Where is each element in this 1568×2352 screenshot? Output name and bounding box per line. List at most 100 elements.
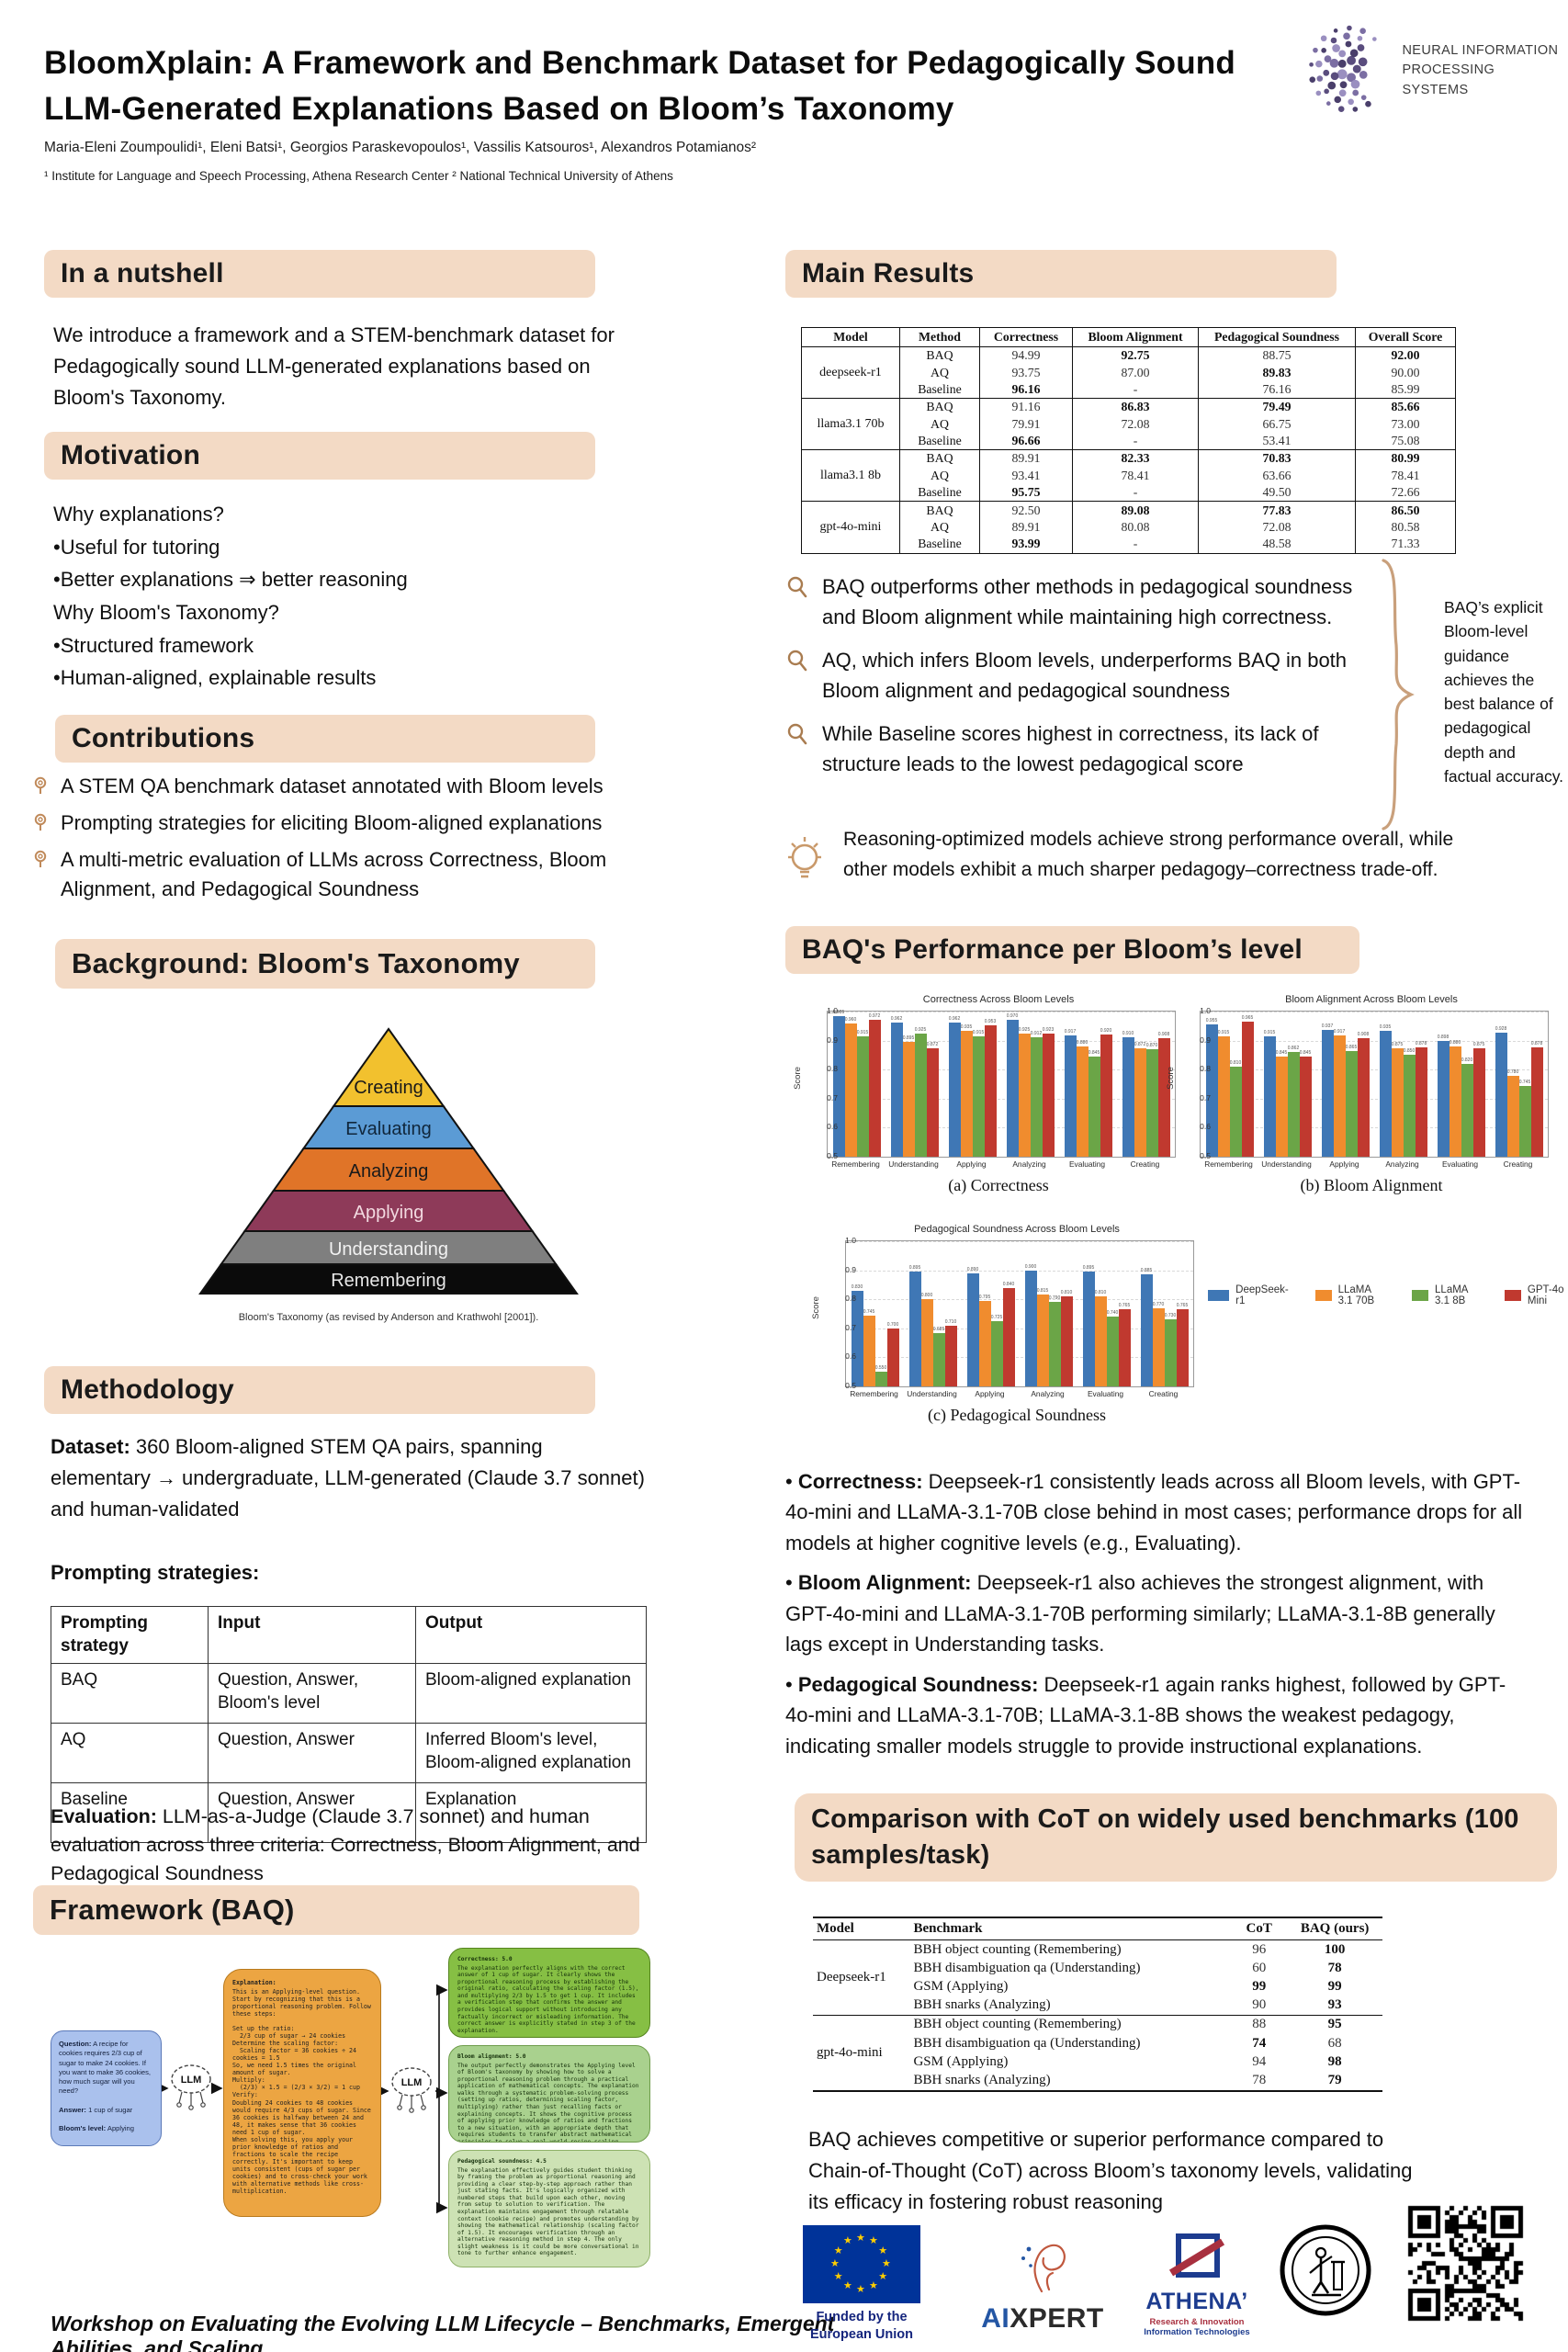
cot-cell: 94 (1252, 2053, 1267, 2069)
method-cell: Baseline (899, 484, 980, 502)
model-cell: gpt-4o-mini (813, 2014, 910, 2091)
value-cell: 78.41 (1355, 467, 1456, 484)
table-row: AQ Question, Answer Inferred Bloom's level… (51, 1723, 647, 1784)
cot-cell: 90 (1252, 1997, 1267, 2013)
bar-value-label: 0.550 (874, 1365, 887, 1372)
y-tick-label: 0.8 (845, 1294, 856, 1304)
x-tick-label: Creating (1503, 1159, 1533, 1169)
value-cell: 91.16 (979, 398, 1073, 416)
magnifier-icon-wrap (785, 571, 809, 632)
gridline (846, 1299, 1193, 1301)
x-tick-label: Understanding (907, 1389, 957, 1398)
dataset-text: Dataset: 360 Bloom-aligned STEM QA pairs… (51, 1431, 648, 1525)
legend-swatch (1504, 1290, 1521, 1301)
y-tick-label: 0.9 (827, 1035, 838, 1045)
bar (851, 1290, 863, 1386)
pin-icon (34, 813, 47, 831)
analysis-text: Deepseek-r1 also achieves the strongest … (785, 1571, 1495, 1657)
gridline (828, 1127, 1175, 1129)
llm-icon: LLM (391, 2067, 432, 2113)
bar (1357, 1038, 1370, 1157)
bar-value-label: 0.875 (1472, 1041, 1485, 1047)
main-results-table-wrap: Model Method Correctness Bloom Alignment Ped… (801, 327, 1456, 554)
table-header-cell: CoT (1231, 1917, 1288, 1940)
bar (1064, 1035, 1077, 1157)
magnifier-icon (787, 576, 807, 598)
neurips-logo: NEURAL INFORMATION PROCESSING SYSTEMS (1303, 11, 1560, 130)
legend-swatch (1412, 1290, 1429, 1301)
y-tick-label: 0.5 (845, 1381, 856, 1390)
table-row: BAQ Question, Answer, Bloom's level Bloom-… (51, 1663, 647, 1724)
finding-text: While Baseline scores highest in correct… (822, 722, 1319, 775)
section-heading-framework: Framework (BAQ) (33, 1885, 639, 1935)
bar (1006, 1020, 1019, 1157)
bar (1100, 1035, 1112, 1157)
cot-cell: 78 (1252, 2072, 1267, 2087)
table-header-cell: BAQ (ours) (1287, 1917, 1382, 1940)
value-cell: - (1072, 432, 1199, 450)
bar-value-label: 0.878 (1415, 1040, 1427, 1046)
baq-cell: 95 (1287, 2014, 1382, 2034)
contribution-text: A STEM QA benchmark dataset annotated wi… (61, 775, 604, 797)
eu-star: ★ (856, 2283, 865, 2295)
explanation-title: Explanation: (232, 1979, 276, 1986)
value-cell: 66.75 (1198, 415, 1356, 433)
bar (1018, 1033, 1031, 1157)
authors-line: Maria-Eleni Zoumpoulidi¹, Eleni Batsi¹, … (44, 140, 757, 155)
chart-caption: (a) Correctness (948, 1176, 1049, 1194)
bar (1152, 1307, 1165, 1386)
pin-icon (34, 850, 47, 867)
table-header-cell: Prompting strategy (51, 1605, 209, 1665)
bar-value-label: 0.895 (902, 1035, 915, 1042)
table-header-cell: Bloom Alignment (1072, 327, 1199, 347)
insight-text: Reasoning-optimized models achieve stron… (843, 829, 1454, 880)
gridline (1201, 1069, 1548, 1071)
bar-value-label: 0.875 (1391, 1041, 1404, 1047)
affiliations-line: ¹ Institute for Language and Speech Proc… (44, 169, 673, 183)
methodology-table-wrap: Prompting strategy Input Output BAQ Question… (51, 1605, 647, 1844)
svg-text:LLM: LLM (401, 2077, 423, 2088)
table-row: llama3.1 8b BAQ 89.91 82.33 70.83 80.99 (801, 449, 1456, 502)
value-cell: 95.75 (979, 484, 1073, 502)
table-cell: Question, Answer (208, 1723, 416, 1784)
question-label: Question: (59, 2040, 92, 2048)
value-cell: 73.00 (1355, 415, 1456, 433)
value-cell: 96.16 (979, 380, 1073, 399)
baq-cell: 68 (1327, 2035, 1342, 2051)
baq-cell: 78 (1327, 1960, 1342, 1975)
ntua-seal (1280, 2224, 1371, 2316)
table-header-cell: Output (415, 1605, 647, 1665)
baq-cell: 99 (1327, 1978, 1342, 1994)
pyramid-label-remembering: Remembering (331, 1271, 446, 1291)
analysis-item: • Bloom Alignment: Deepseek-r1 also achi… (785, 1567, 1534, 1659)
bar-value-label: 0.765 (1118, 1303, 1131, 1309)
table-row: llama3.1 70b BAQ 91.16 86.83 79.49 85.66 (801, 398, 1456, 450)
bar (1082, 1272, 1095, 1386)
bar-value-label: 0.935 (960, 1023, 973, 1030)
bar-value-label: 0.890 (966, 1266, 979, 1272)
x-tick-label: Applying (956, 1159, 987, 1169)
bar-value-label: 0.815 (1036, 1288, 1049, 1295)
bar (944, 1325, 957, 1386)
finding-item: BAQ outperforms other methods in pedagog… (785, 571, 1401, 632)
table-row: gpt-4o-mini BAQ 92.50 89.08 77.83 86.50 (801, 501, 1456, 553)
x-tick-label: Creating (1148, 1389, 1179, 1398)
aixpert-wordmark: AIXPERT (964, 2303, 1121, 2335)
x-tick-label: Remembering (1204, 1159, 1253, 1169)
bar (1088, 1056, 1100, 1157)
bar-value-label: 0.845 (1299, 1049, 1312, 1056)
bar (1299, 1056, 1312, 1157)
sidenote-text: BAQ’s explicit Bloom-level guidance achi… (1444, 598, 1564, 786)
gridline (1201, 1040, 1548, 1042)
bar (1094, 1296, 1107, 1386)
bar-value-label: 0.810 (1094, 1290, 1107, 1296)
legend-label: DeepSeek-r1 (1235, 1284, 1289, 1306)
pin-icon-wrap (31, 845, 50, 874)
value-cell: 78.41 (1072, 467, 1199, 484)
x-tick-label: Applying (975, 1389, 1005, 1398)
bar (1042, 1034, 1055, 1157)
value-cell: 48.58 (1198, 536, 1356, 553)
chart-title: Correctness Across Bloom Levels (922, 994, 1075, 1005)
bar-value-label: 0.917 (1064, 1029, 1077, 1035)
section-heading-background: Background: Bloom's Taxonomy (55, 939, 595, 989)
